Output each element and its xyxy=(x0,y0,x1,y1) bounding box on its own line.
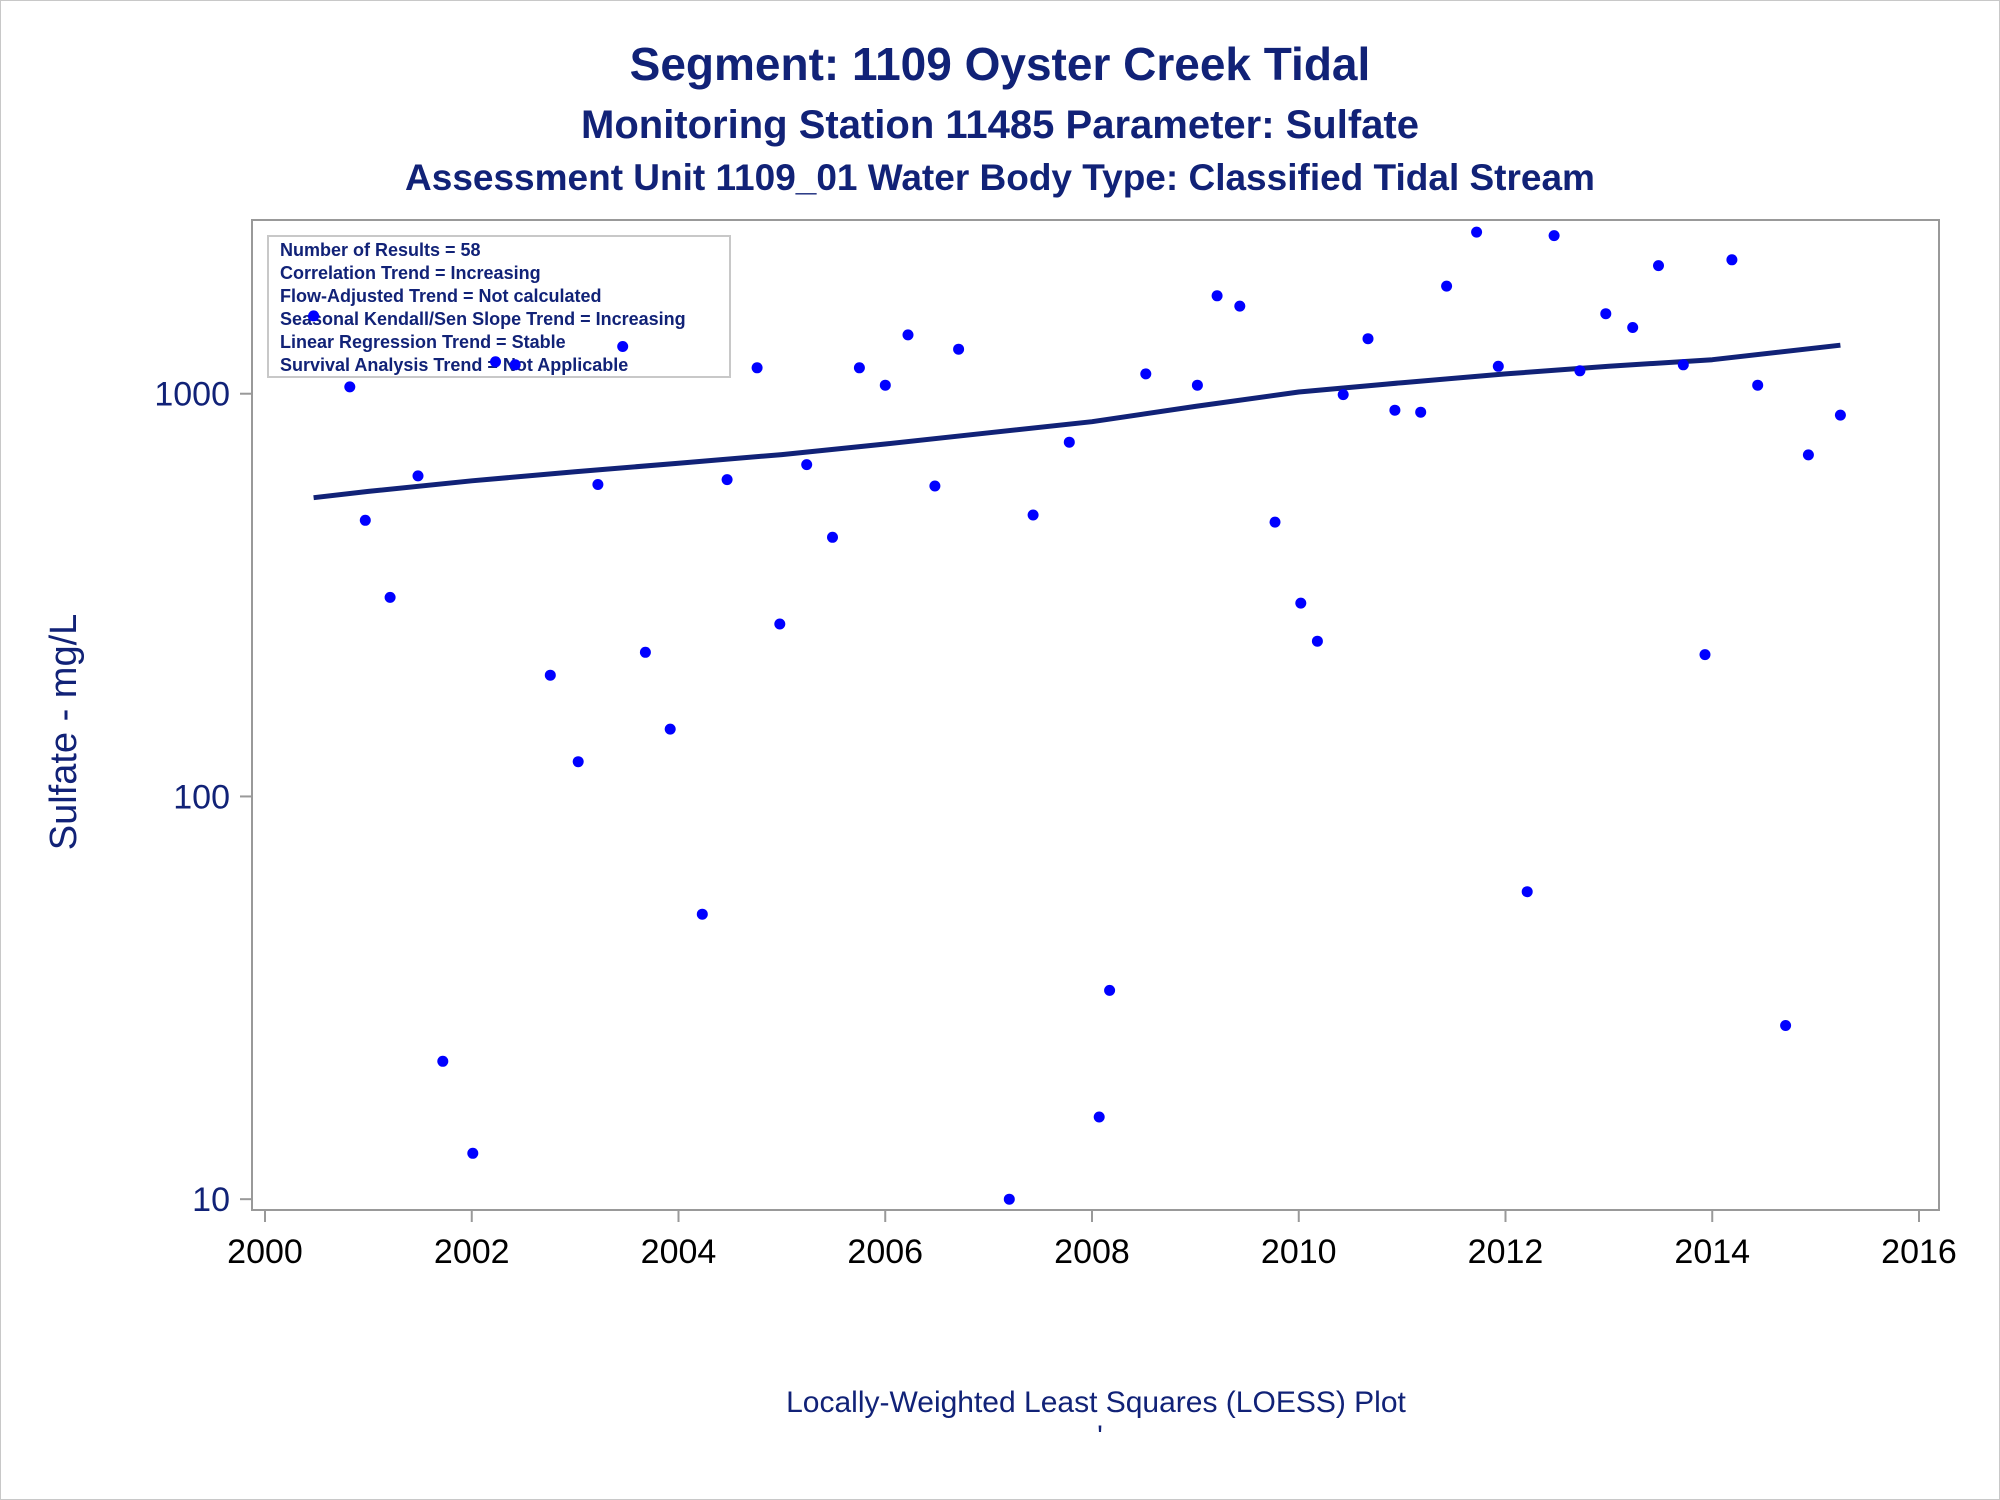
data-point xyxy=(639,646,651,658)
data-point xyxy=(1627,322,1639,333)
data-point xyxy=(1780,1020,1792,1031)
data-point xyxy=(1295,597,1307,609)
data-point xyxy=(467,1147,479,1159)
data-point xyxy=(412,470,424,482)
data-point xyxy=(1653,260,1664,272)
trend-summary-line: Linear Regression Trend = Stable xyxy=(280,332,566,352)
footnote-mark: ' xyxy=(1097,1420,1103,1453)
data-point xyxy=(774,618,786,630)
x-tick-label: 2010 xyxy=(1261,1233,1337,1271)
y-axis: 10 100 1000 xyxy=(154,376,252,1219)
data-point xyxy=(1389,404,1401,416)
data-point xyxy=(1600,308,1612,320)
data-point xyxy=(1191,379,1203,391)
data-point xyxy=(902,329,914,341)
trend-summary-box: Number of Results = 58 Correlation Trend … xyxy=(267,235,731,378)
data-point xyxy=(1677,359,1689,371)
trend-summary-line: Survival Analysis Trend = Not Applicable xyxy=(280,355,628,375)
data-point xyxy=(801,459,813,471)
data-point xyxy=(1093,1111,1105,1123)
data-point xyxy=(592,479,604,490)
data-point xyxy=(1834,409,1846,421)
data-point xyxy=(1311,635,1323,647)
x-tick-label: 2012 xyxy=(1468,1233,1544,1271)
data-point xyxy=(572,756,584,768)
trend-summary-line: Correlation Trend = Increasing xyxy=(280,263,541,283)
data-point xyxy=(359,514,371,526)
data-point xyxy=(1726,254,1738,266)
x-tick-label: 2006 xyxy=(847,1233,923,1271)
data-point xyxy=(664,723,676,735)
footnote: Locally-Weighted Least Squares (LOESS) P… xyxy=(786,1386,1406,1419)
data-point xyxy=(721,474,733,486)
data-point xyxy=(696,908,708,920)
data-point xyxy=(751,362,763,374)
data-point xyxy=(1104,984,1116,996)
plot-area xyxy=(251,219,1940,1211)
data-point xyxy=(879,379,891,391)
x-axis: 2000 2002 2004 2006 2008 2010 2012 2014 2016 xyxy=(227,1210,1957,1271)
data-point xyxy=(1415,406,1427,418)
data-point xyxy=(1471,226,1483,238)
x-tick-label: 2000 xyxy=(227,1233,303,1271)
data-point xyxy=(344,381,356,393)
trend-summary-line: Number of Results = 58 xyxy=(280,240,481,260)
chart-title: Segment: 1109 Oyster Creek Tidal xyxy=(630,38,1371,90)
data-point xyxy=(1492,360,1504,372)
data-point xyxy=(1269,516,1281,528)
data-point xyxy=(617,341,629,352)
y-tick-label: 10 xyxy=(192,1181,230,1219)
data-point xyxy=(1003,1193,1015,1205)
data-point xyxy=(1211,290,1223,302)
data-point xyxy=(1441,280,1453,292)
data-point xyxy=(1063,436,1075,448)
loess-line xyxy=(313,342,1841,501)
x-tick-label: 2014 xyxy=(1674,1233,1750,1271)
data-point xyxy=(544,669,556,681)
data-point xyxy=(384,591,396,603)
data-points-layer xyxy=(308,226,1846,1205)
data-point xyxy=(827,531,838,543)
y-tick-label: 100 xyxy=(173,778,230,816)
data-point xyxy=(953,343,965,355)
x-tick-label: 2008 xyxy=(1054,1233,1130,1271)
chart-subtitle: Monitoring Station 11485 Parameter: Sulf… xyxy=(581,103,1419,147)
trend-summary-line: Seasonal Kendall/Sen Slope Trend = Incre… xyxy=(280,309,686,329)
chart-subtitle-2: Assessment Unit 1109_01 Water Body Type:… xyxy=(405,157,1595,198)
data-point xyxy=(1802,449,1814,461)
data-point xyxy=(1234,300,1246,312)
data-point xyxy=(1752,379,1764,391)
trend-summary-border xyxy=(267,235,731,378)
data-point xyxy=(1140,368,1152,380)
data-point xyxy=(1337,389,1349,401)
x-tick-label: 2004 xyxy=(641,1233,717,1271)
data-point xyxy=(437,1055,449,1067)
data-point xyxy=(1362,333,1374,345)
x-tick-label: 2016 xyxy=(1881,1233,1957,1271)
data-point xyxy=(929,480,941,492)
data-point xyxy=(308,310,320,322)
y-axis-title: Sulfate - mg/L xyxy=(43,614,85,851)
trend-summary-line: Flow-Adjusted Trend = Not calculated xyxy=(280,286,602,306)
data-point xyxy=(853,362,865,374)
data-point xyxy=(1574,365,1586,377)
data-point xyxy=(1699,649,1711,661)
data-point xyxy=(490,356,501,368)
loess-line-layer xyxy=(313,342,1841,501)
data-point xyxy=(1548,230,1560,242)
data-point xyxy=(509,359,521,371)
data-point xyxy=(1027,509,1039,521)
y-tick-label: 1000 xyxy=(154,376,230,414)
x-tick-label: 2002 xyxy=(434,1233,510,1271)
data-point xyxy=(1521,886,1533,898)
